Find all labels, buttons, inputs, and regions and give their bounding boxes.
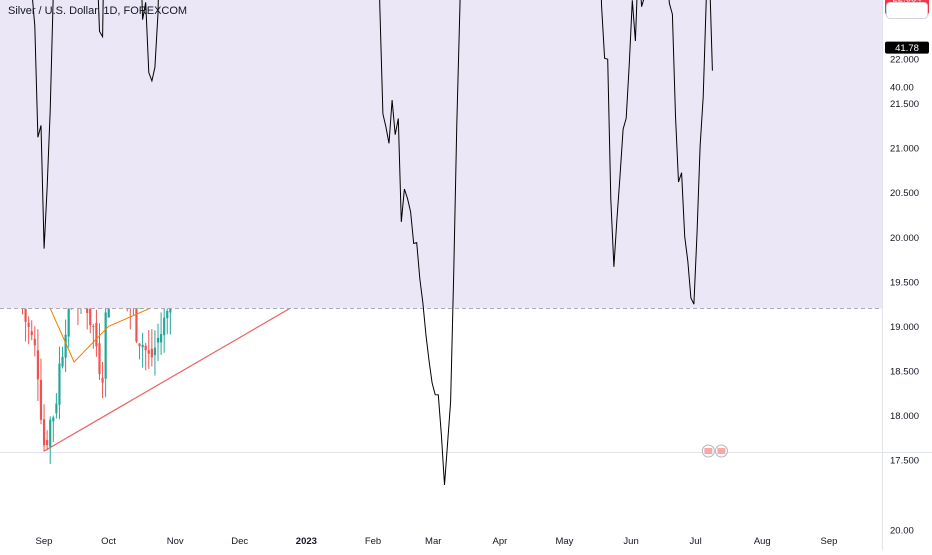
candle-body [58, 363, 61, 405]
time-axis-tick: Oct [101, 536, 116, 547]
candle-body [67, 280, 70, 337]
candle-body [144, 345, 147, 351]
price-axis-tick: 17.500 [890, 456, 919, 467]
price-axis-tick: 21.000 [890, 144, 919, 155]
time-axis-tick: Jun [623, 536, 638, 547]
rsi-axis-tick: 40.00 [890, 83, 914, 94]
candle-body [141, 344, 144, 348]
rsi-value-text: 41.78 [895, 43, 919, 54]
time-axis-tick: Nov [167, 536, 184, 547]
candle-body [156, 337, 160, 343]
price-axis-tick: 20.000 [890, 233, 919, 244]
flag-stripe-icon [717, 448, 726, 454]
candle-body [33, 338, 36, 346]
time-axis-tick: Aug [754, 536, 771, 547]
rsi-axis-tick: 20.00 [890, 526, 914, 537]
candle-body [163, 317, 166, 336]
candle-body [150, 348, 153, 358]
candle-body [39, 379, 43, 420]
candle-body [89, 308, 92, 326]
candle-body [98, 343, 101, 374]
price-axis-tick: 18.000 [890, 411, 919, 422]
candle-body [147, 350, 150, 354]
candle-body [27, 322, 30, 327]
time-axis-tick: 2023 [296, 536, 317, 547]
symbol-title: Silver / U.S. Dollar, 1D, FOREXCOM [8, 5, 188, 17]
time-axis-tick: Feb [365, 536, 381, 547]
price-axis-tick: 21.500 [890, 99, 919, 110]
time-axis-tick: Apr [493, 536, 508, 547]
candle-body [24, 308, 27, 322]
candle-body [95, 322, 98, 347]
price-axis-tick: 20.500 [890, 188, 919, 199]
time-axis-tick: Jul [690, 536, 702, 547]
candle-body [30, 331, 33, 336]
candle-body [159, 334, 163, 343]
candle-body [52, 417, 55, 422]
price-axis-tick: 19.000 [890, 322, 919, 333]
candle-body [153, 347, 157, 356]
candle-body [46, 440, 49, 446]
candle-body [49, 419, 52, 447]
time-axis-tick: Dec [231, 536, 248, 547]
candle-body [104, 312, 107, 379]
rsi-band [0, 0, 882, 309]
candle-body [36, 350, 39, 380]
candle-body [92, 325, 95, 327]
price-axis-tick: 22.000 [890, 55, 919, 66]
flag-stripe-icon [704, 448, 713, 454]
time-axis-tick: Sep [36, 536, 53, 547]
candle-body [42, 419, 46, 446]
rsi-value-box [885, 41, 929, 54]
time-axis-tick: May [555, 536, 573, 547]
candle-body [61, 356, 64, 367]
time-axis-tick: Sep [820, 536, 837, 547]
price-axis-tick: 19.500 [890, 277, 919, 288]
candle-body [135, 302, 138, 342]
candle-body [166, 311, 169, 319]
candle-body [55, 403, 58, 414]
toolbar-box[interactable] [886, 2, 928, 19]
candle-body [64, 334, 67, 358]
price-axis-tick: 18.500 [890, 366, 919, 377]
time-axis-tick: Mar [425, 536, 441, 547]
candle-body [101, 377, 104, 383]
candle-body [138, 343, 141, 347]
